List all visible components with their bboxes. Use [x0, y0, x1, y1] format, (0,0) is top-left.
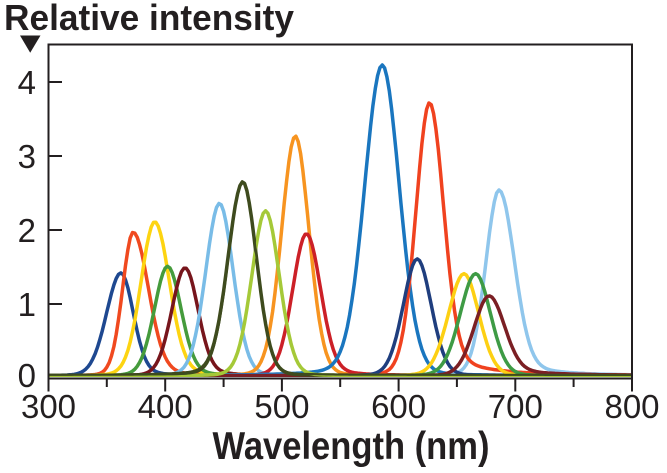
svg-text:300: 300: [21, 388, 76, 425]
svg-text:0: 0: [18, 357, 36, 394]
svg-text:Wavelength (nm): Wavelength (nm): [213, 425, 490, 468]
svg-text:Relative intensity: Relative intensity: [4, 0, 294, 38]
svg-text:700: 700: [488, 388, 543, 425]
svg-text:4: 4: [18, 64, 36, 101]
svg-text:400: 400: [138, 388, 193, 425]
svg-text:800: 800: [604, 388, 659, 425]
svg-text:500: 500: [254, 388, 309, 425]
svg-text:1: 1: [18, 286, 36, 323]
svg-text:3: 3: [18, 138, 36, 175]
svg-text:600: 600: [371, 388, 426, 425]
svg-text:2: 2: [18, 212, 36, 249]
